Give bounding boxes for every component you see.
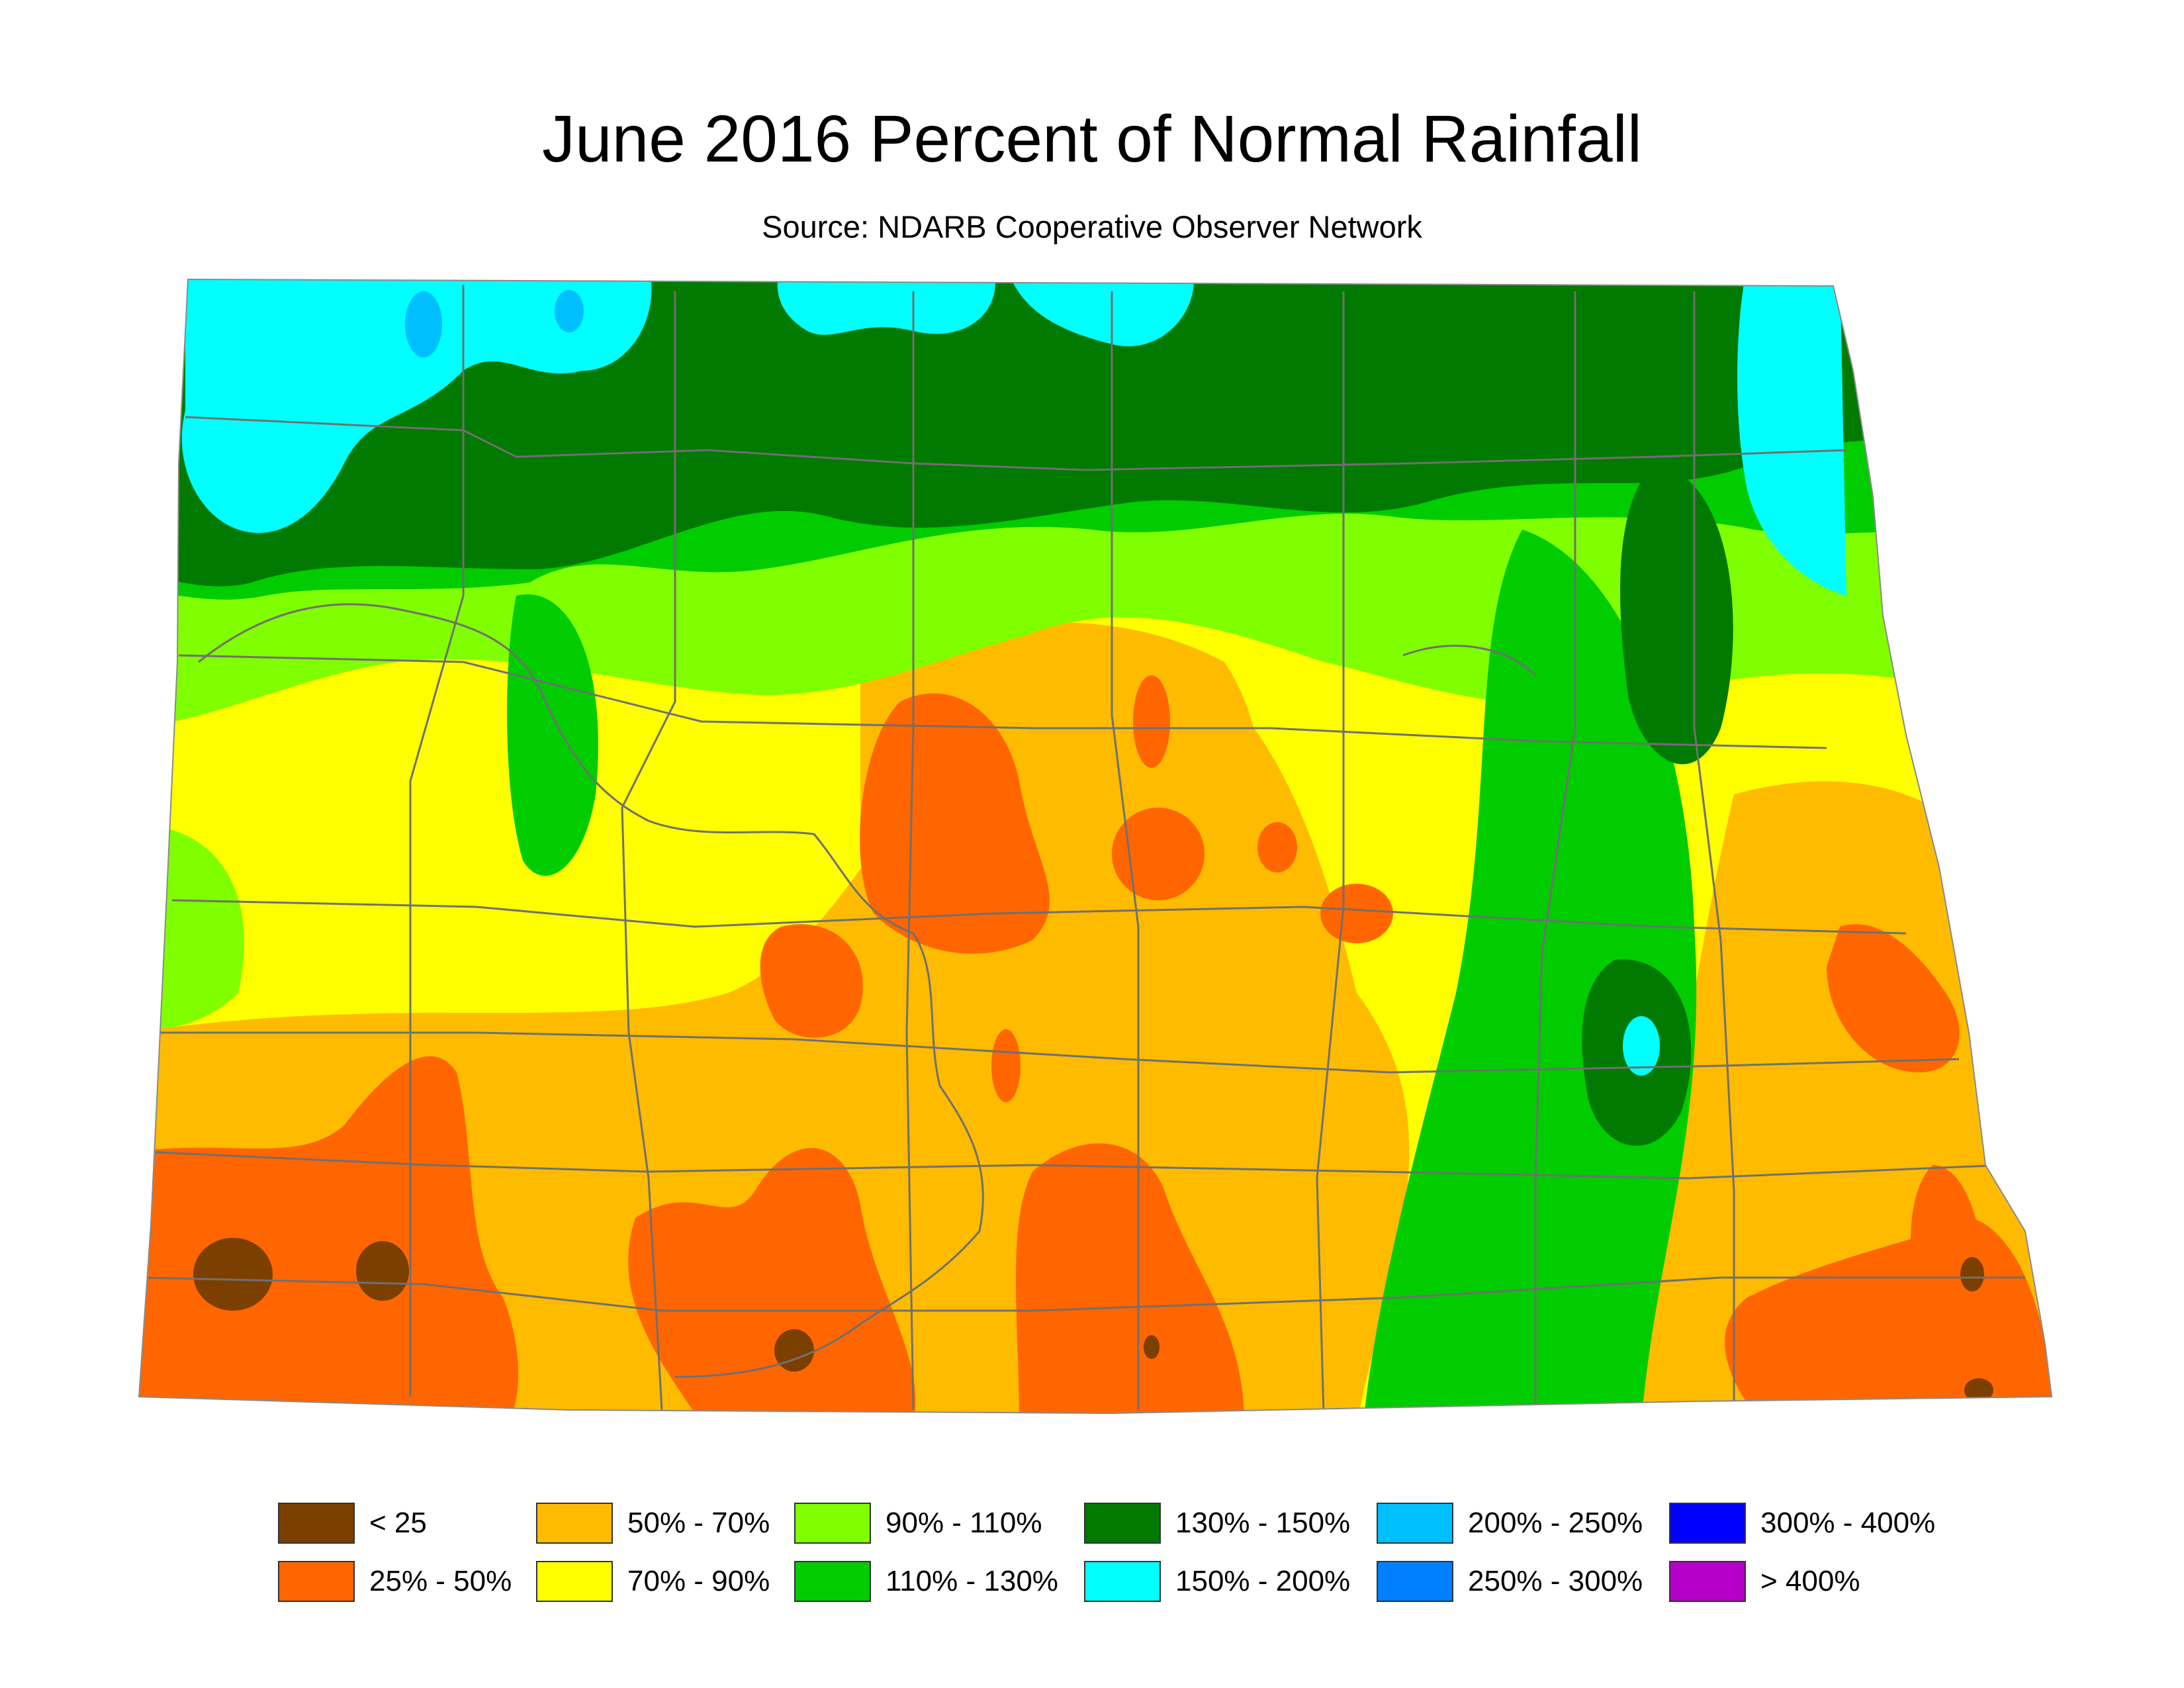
legend-swatch — [794, 1561, 871, 1602]
legend-label: < 25 — [369, 1507, 427, 1539]
county-boundaries — [142, 285, 2025, 1413]
legend-label: 110% - 130% — [886, 1565, 1058, 1597]
rainfall-contours — [139, 279, 2052, 1413]
legend-label: 200% - 250% — [1468, 1507, 1643, 1539]
state-outline — [138, 278, 2053, 1415]
legend-label: 70% - 90% — [627, 1565, 770, 1597]
legend-label: 90% - 110% — [886, 1507, 1042, 1539]
legend-swatch — [1669, 1561, 1746, 1602]
legend-swatch — [1377, 1503, 1453, 1544]
map-title: June 2016 Percent of Normal Rainfall — [541, 102, 1642, 176]
legend-swatch — [794, 1503, 871, 1544]
legend-label: 250% - 300% — [1468, 1565, 1643, 1597]
legend-label: 25% - 50% — [369, 1565, 512, 1597]
legend-swatch — [536, 1503, 613, 1544]
legend-label: 150% - 200% — [1175, 1565, 1351, 1597]
legend-swatch — [278, 1561, 355, 1602]
legend-swatch — [1669, 1503, 1746, 1544]
rivers — [198, 603, 1537, 1378]
legend-label: 300% - 400% — [1760, 1507, 1936, 1539]
legend-swatch — [1377, 1561, 1453, 1602]
legend-swatch — [278, 1503, 355, 1544]
legend-label: > 400% — [1760, 1565, 1860, 1597]
legend-swatch — [536, 1561, 613, 1602]
legend-swatch — [1084, 1503, 1161, 1544]
map-subtitle: Source: NDARB Cooperative Observer Netwo… — [762, 209, 1422, 244]
legend-label: 130% - 150% — [1175, 1507, 1351, 1539]
legend: < 25 25% - 50% 50% - 70% 70% - 90% 90% -… — [278, 1503, 1972, 1628]
legend-swatch — [1084, 1561, 1161, 1602]
legend-label: 50% - 70% — [627, 1507, 770, 1539]
